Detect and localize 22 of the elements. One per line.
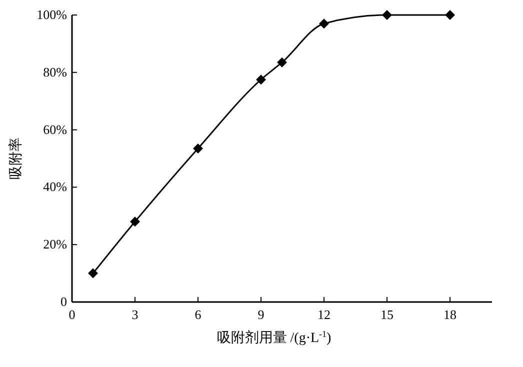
point xyxy=(445,10,455,20)
x-tick-label: 15 xyxy=(380,307,394,322)
x-tick-label: 6 xyxy=(194,307,202,322)
y-tick-label: 20% xyxy=(43,236,68,252)
point xyxy=(382,10,392,20)
y-tick-label: 0 xyxy=(60,294,67,309)
point xyxy=(130,216,140,227)
point xyxy=(319,18,329,29)
x-tick-label: 12 xyxy=(318,307,330,322)
x-tick-label: 9 xyxy=(258,307,264,322)
y-tick-label: 40% xyxy=(43,179,68,194)
y-tick-label: 60% xyxy=(43,122,68,137)
y-axis-title: 吸附率 xyxy=(8,138,24,180)
x-tick-label: 3 xyxy=(132,307,138,322)
y-tick-label: 100% xyxy=(36,7,68,22)
y-tick-label: 80% xyxy=(43,64,68,80)
point xyxy=(277,57,287,68)
point xyxy=(193,143,203,154)
x-tick-label: 18 xyxy=(444,307,456,322)
x-axis-title: 吸附剂用量 /(g·L$^{-1}$) xyxy=(216,329,332,346)
point xyxy=(88,268,98,278)
point xyxy=(256,74,266,85)
